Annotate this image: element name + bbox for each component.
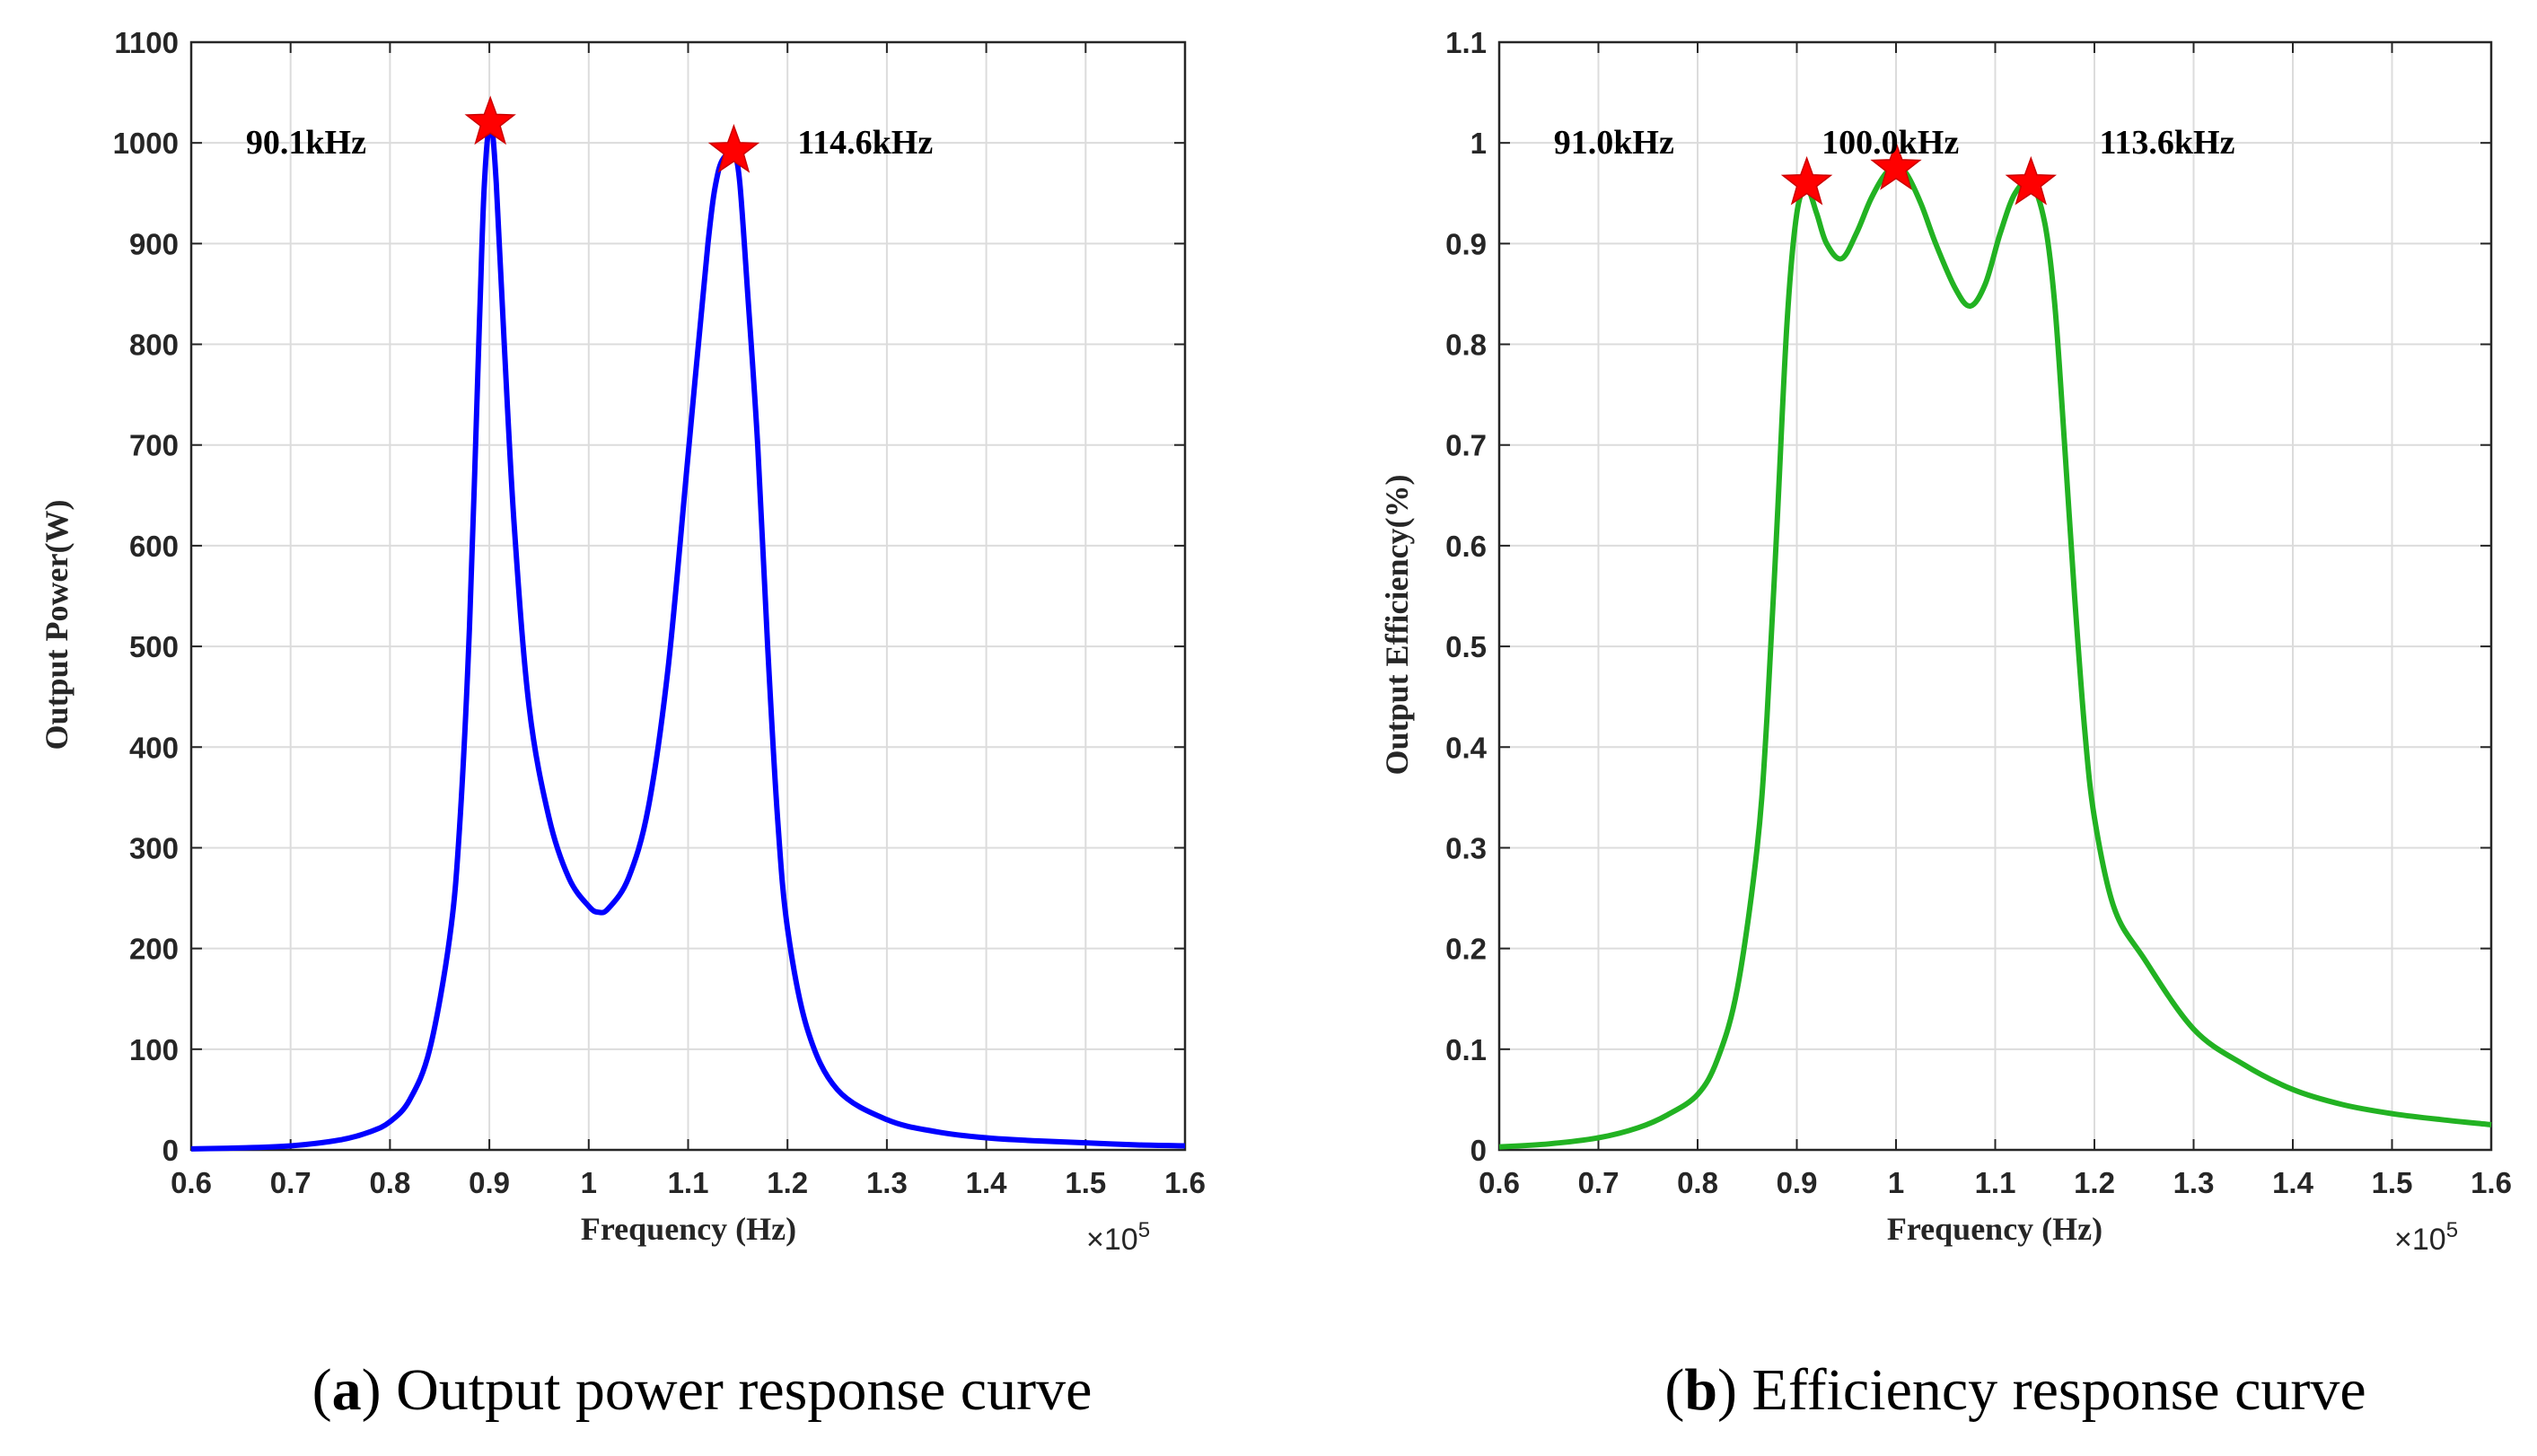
x-multiplier-exponent: 5 bbox=[1138, 1218, 1150, 1242]
y-tick-label: 1000 bbox=[113, 127, 179, 160]
peak-frequency-label: 91.0kHz bbox=[1554, 124, 1674, 162]
peak-frequency-label: 90.1kHz bbox=[246, 124, 366, 162]
caption-paren-open: ( bbox=[1664, 1357, 1684, 1423]
y-tick-label: 0.2 bbox=[1445, 933, 1487, 966]
x-tick-label: 0.9 bbox=[1777, 1166, 1818, 1199]
x-tick-label: 0.7 bbox=[270, 1166, 312, 1199]
y-tick-label: 0.8 bbox=[1445, 329, 1487, 362]
y-tick-label: 600 bbox=[129, 530, 179, 563]
x-tick-label: 1.1 bbox=[668, 1166, 709, 1199]
plot-area: 0.6 0.7 0.8 0.9 1 1.1 1.2 1.3 1.4 1.5 1.6 0 100 200 30… bbox=[113, 26, 1206, 1199]
y-tick-label: 0.9 bbox=[1445, 227, 1487, 260]
x-multiplier-base: ×10 bbox=[1086, 1223, 1138, 1257]
y-tick-label: 500 bbox=[129, 630, 179, 663]
x-tick-label: 1.2 bbox=[2074, 1166, 2115, 1199]
x-tick-label: 1.3 bbox=[2173, 1166, 2215, 1199]
y-tick-label: 100 bbox=[129, 1033, 179, 1066]
x-tick-label: 1 bbox=[581, 1166, 597, 1199]
y-tick-label: 400 bbox=[129, 731, 179, 764]
caption-letter: a bbox=[332, 1357, 362, 1423]
x-multiplier-exponent: 5 bbox=[2446, 1218, 2458, 1242]
caption-a: (a) Output power response curve bbox=[312, 1357, 1093, 1423]
x-axis-multiplier: ×105 bbox=[1086, 1218, 1150, 1257]
caption-paren-close: ) bbox=[1717, 1357, 1751, 1423]
y-axis-label: Output Efficiency(%) bbox=[1379, 475, 1415, 776]
y-axis-label: Output Power(W) bbox=[39, 500, 75, 750]
peak-frequency-label: 114.6kHz bbox=[797, 124, 933, 162]
x-tick-label: 1.4 bbox=[966, 1166, 1008, 1199]
y-tick-label: 1 bbox=[1470, 127, 1487, 160]
x-tick-label: 0.8 bbox=[369, 1166, 410, 1199]
series-line bbox=[1498, 165, 2492, 1150]
plot-area: 0.6 0.7 0.8 0.9 1 1.1 1.2 1.3 1.4 1.5 1.6 0 0.1 0.2 0.… bbox=[1445, 26, 2512, 1199]
peak-star-marker bbox=[707, 123, 760, 173]
peak-frequency-label: 113.6kHz bbox=[2100, 124, 2235, 162]
caption-paren-open: ( bbox=[312, 1357, 332, 1423]
caption-letter: b bbox=[1684, 1357, 1717, 1423]
y-tick-label: 0 bbox=[162, 1134, 179, 1167]
x-tick-label: 0.9 bbox=[469, 1166, 510, 1199]
y-tick-label: 700 bbox=[129, 429, 179, 462]
x-tick-label: 1.4 bbox=[2272, 1166, 2314, 1199]
x-axis-multiplier: ×105 bbox=[2394, 1218, 2458, 1257]
x-tick-label: 1.6 bbox=[2471, 1166, 2512, 1199]
y-tick-label: 0.5 bbox=[1445, 630, 1487, 663]
x-tick-label: 0.6 bbox=[171, 1166, 212, 1199]
y-tick-label: 800 bbox=[129, 329, 179, 362]
y-tick-label: 0.3 bbox=[1445, 831, 1487, 864]
x-tick-label: 1.5 bbox=[1065, 1166, 1106, 1199]
panel-b-efficiency-chart: 0.6 0.7 0.8 0.9 1 1.1 1.2 1.3 1.4 1.5 1.6 0 0.1 0.2 0.… bbox=[1379, 26, 2512, 1423]
y-tick-label: 0.4 bbox=[1445, 731, 1488, 764]
y-tick-label: 0.1 bbox=[1445, 1033, 1487, 1066]
x-tick-label: 1.6 bbox=[1164, 1166, 1206, 1199]
x-axis-label: Frequency (Hz) bbox=[581, 1211, 796, 1247]
caption-text: Efficiency response curve bbox=[1752, 1357, 2366, 1423]
x-tick-label: 1.1 bbox=[1975, 1166, 2016, 1199]
x-axis-label: Frequency (Hz) bbox=[1887, 1211, 2102, 1247]
y-tick-label: 0 bbox=[1470, 1134, 1487, 1167]
x-multiplier-base: ×10 bbox=[2394, 1223, 2446, 1257]
x-tick-label: 1.5 bbox=[2372, 1166, 2413, 1199]
caption-paren-close: ) bbox=[362, 1357, 396, 1423]
peak-star-marker bbox=[1870, 141, 1922, 190]
y-tick-label: 0.7 bbox=[1445, 429, 1487, 462]
x-tick-label: 1.3 bbox=[866, 1166, 908, 1199]
caption-text: Output power response curve bbox=[396, 1357, 1092, 1423]
peak-star-marker bbox=[1780, 155, 1833, 206]
y-tick-label: 0.6 bbox=[1445, 530, 1487, 563]
x-tick-label: 1 bbox=[1888, 1166, 1904, 1199]
y-tick-label: 200 bbox=[129, 933, 179, 966]
caption-b: (b) Efficiency response curve bbox=[1664, 1357, 2366, 1423]
series-line bbox=[190, 119, 1186, 1152]
panel-a-power-chart: 0.6 0.7 0.8 0.9 1 1.1 1.2 1.3 1.4 1.5 1.6 0 100 200 30… bbox=[39, 26, 1206, 1423]
x-tick-label: 0.7 bbox=[1578, 1166, 1620, 1199]
x-tick-label: 0.8 bbox=[1677, 1166, 1718, 1199]
y-tick-label: 1100 bbox=[114, 26, 179, 59]
peak-frequency-label: 100.0kHz bbox=[1822, 124, 1959, 162]
y-tick-label: 1.1 bbox=[1445, 26, 1487, 59]
y-tick-label: 900 bbox=[129, 227, 179, 260]
peak-star-marker bbox=[464, 95, 516, 145]
peak-star-marker bbox=[2005, 155, 2058, 206]
x-tick-label: 0.6 bbox=[1479, 1166, 1520, 1199]
y-tick-label: 300 bbox=[129, 831, 179, 864]
x-tick-label: 1.2 bbox=[767, 1166, 808, 1199]
